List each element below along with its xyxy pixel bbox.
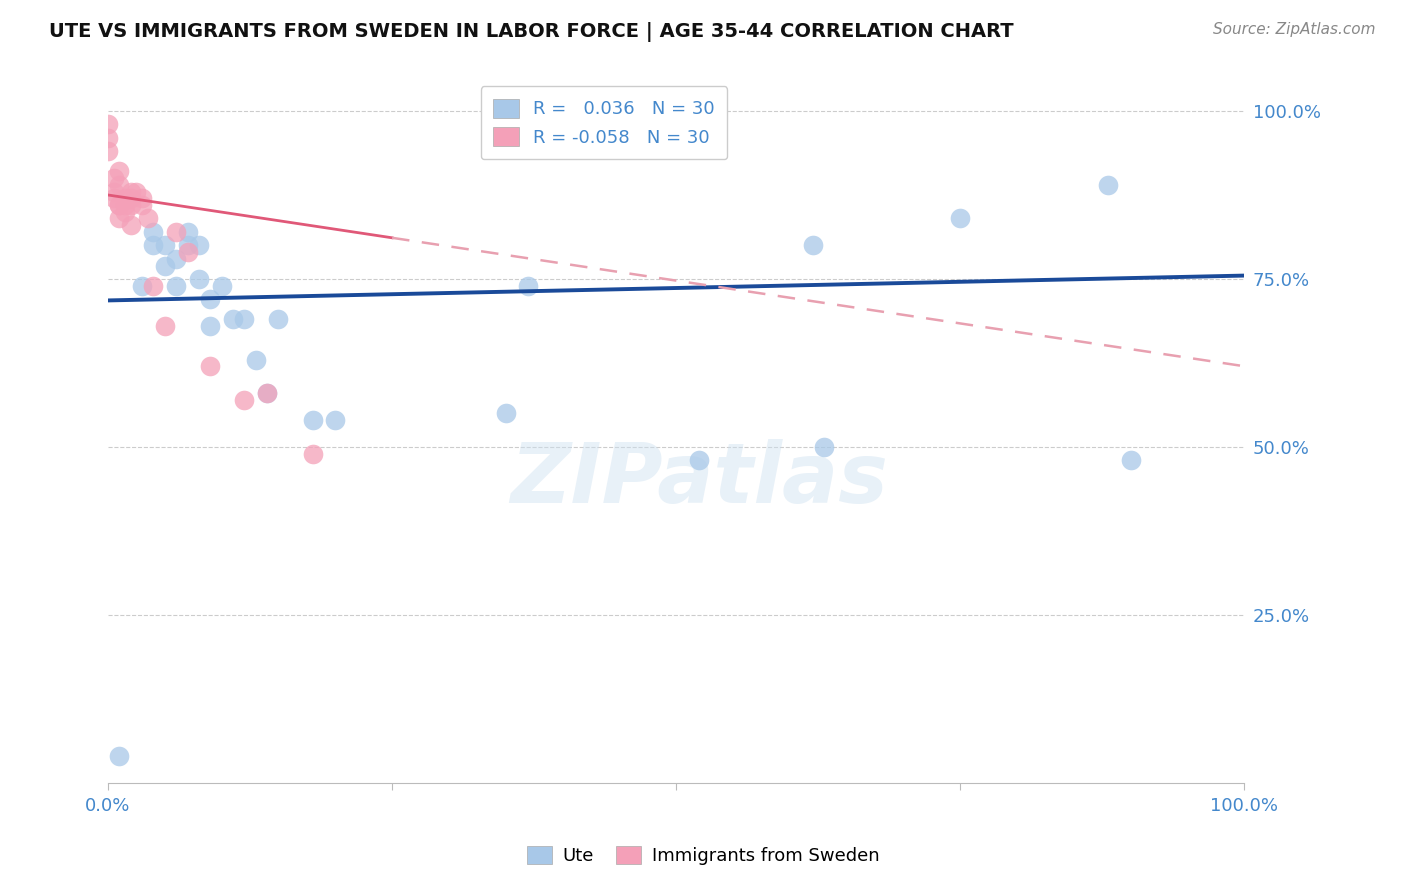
Point — [200, 318, 222, 333]
Point — [267, 312, 290, 326]
Point — [688, 453, 710, 467]
Point — [165, 278, 187, 293]
Point — [1097, 178, 1119, 192]
Point — [131, 278, 153, 293]
Text: ZIPatlas: ZIPatlas — [510, 439, 887, 520]
Point — [245, 352, 267, 367]
Text: UTE VS IMMIGRANTS FROM SWEDEN IN LABOR FORCE | AGE 35-44 CORRELATION CHART: UTE VS IMMIGRANTS FROM SWEDEN IN LABOR F… — [49, 22, 1014, 42]
Point — [120, 198, 142, 212]
Point — [176, 245, 198, 260]
Point — [301, 446, 323, 460]
Point — [176, 225, 198, 239]
Point — [153, 238, 176, 252]
Point — [142, 225, 165, 239]
Point — [211, 278, 233, 293]
Point — [108, 198, 131, 212]
Point — [1119, 453, 1142, 467]
Point — [142, 278, 165, 293]
Point — [200, 292, 222, 306]
Point — [949, 211, 972, 226]
Point — [131, 191, 153, 205]
Point — [301, 413, 323, 427]
Point — [233, 392, 256, 407]
Point — [114, 204, 136, 219]
Point — [323, 413, 346, 427]
Point — [165, 225, 187, 239]
Point — [108, 178, 131, 192]
Point — [136, 211, 159, 226]
Point — [153, 259, 176, 273]
Point — [495, 406, 517, 420]
Text: Source: ZipAtlas.com: Source: ZipAtlas.com — [1212, 22, 1375, 37]
Point — [103, 171, 125, 186]
Point — [801, 238, 824, 252]
Legend: R =   0.036   N = 30, R = -0.058   N = 30: R = 0.036 N = 30, R = -0.058 N = 30 — [481, 87, 727, 160]
Point — [108, 211, 131, 226]
Point — [97, 131, 120, 145]
Point — [114, 198, 136, 212]
Point — [103, 185, 125, 199]
Point — [233, 312, 256, 326]
Point — [187, 272, 209, 286]
Point — [165, 252, 187, 266]
Point — [813, 440, 835, 454]
Point — [114, 191, 136, 205]
Point — [222, 312, 245, 326]
Point — [108, 198, 131, 212]
Point — [131, 198, 153, 212]
Point — [517, 278, 540, 293]
Point — [200, 359, 222, 374]
Point — [187, 238, 209, 252]
Point — [120, 218, 142, 232]
Point — [120, 185, 142, 199]
Point — [176, 238, 198, 252]
Point — [108, 748, 131, 763]
Point — [256, 386, 278, 401]
Point — [120, 191, 142, 205]
Legend: Ute, Immigrants from Sweden: Ute, Immigrants from Sweden — [519, 838, 887, 872]
Point — [125, 185, 148, 199]
Point — [153, 318, 176, 333]
Point — [97, 145, 120, 159]
Point — [97, 118, 120, 132]
Point — [256, 386, 278, 401]
Point — [142, 238, 165, 252]
Point — [103, 191, 125, 205]
Point — [108, 164, 131, 178]
